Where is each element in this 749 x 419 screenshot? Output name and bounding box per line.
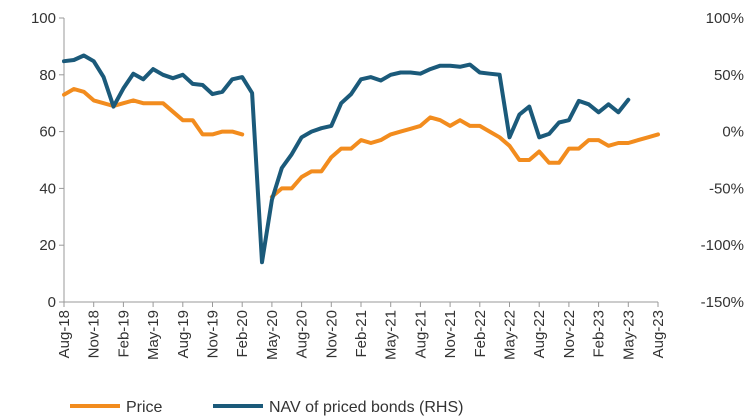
right-y-tick-label: -100%	[701, 237, 744, 254]
x-tick-label: Feb-21	[353, 310, 370, 358]
series-group	[62, 53, 660, 265]
x-tick-label: Feb-20	[234, 310, 251, 358]
x-tick-label: May-23	[620, 310, 637, 360]
x-tick-label: Aug-19	[175, 310, 192, 358]
x-tick-label: Nov-20	[323, 310, 340, 358]
left-y-axis-ticks: 0 20 40 60 80 100	[31, 10, 64, 311]
x-tick-label: Nov-22	[561, 310, 578, 358]
x-tick-label: Aug-23	[650, 310, 667, 358]
x-tick-label: Aug-20	[294, 310, 311, 358]
left-y-tick-label: 100	[31, 10, 56, 27]
x-tick-label: Feb-22	[472, 310, 489, 358]
left-y-tick-label: 80	[39, 67, 56, 84]
x-tick-label: Aug-22	[531, 310, 548, 358]
right-y-tick-label: -150%	[701, 294, 744, 311]
legend-label: NAV of priced bonds (RHS)	[269, 399, 463, 416]
right-y-tick-label: 0%	[722, 124, 744, 141]
legend: Price NAV of priced bonds (RHS)	[70, 399, 463, 416]
right-y-tick-label: 50%	[714, 67, 744, 84]
x-tick-label: Nov-18	[86, 310, 103, 358]
x-tick-label: May-20	[264, 310, 281, 360]
x-tick-label: May-19	[145, 310, 162, 360]
x-tick-label: May-22	[502, 310, 519, 360]
left-y-tick-label: 60	[39, 124, 56, 141]
left-y-tick-label: 0	[48, 294, 56, 311]
x-tick-label: Feb-19	[115, 310, 132, 358]
x-tick-label: Nov-19	[205, 310, 222, 358]
x-tick-label: May-21	[383, 310, 400, 360]
left-y-tick-label: 40	[39, 180, 56, 197]
x-tick-label: Aug-18	[56, 310, 73, 358]
x-tick-label: Nov-21	[442, 310, 459, 358]
chart-axes	[63, 18, 658, 303]
left-y-tick-label: 20	[39, 237, 56, 254]
x-axis-ticks: Aug-18 Nov-18 Feb-19 May-19 Aug-19 Nov-19 Feb-…	[56, 302, 667, 360]
x-tick-label: Aug-21	[412, 310, 429, 358]
x-tick-label: Feb-23	[591, 310, 608, 358]
series-line-nav	[62, 53, 631, 265]
right-y-tick-label: 100%	[706, 10, 744, 27]
right-y-axis-ticks: -150% -100% -50% 0% 50% 100%	[701, 10, 744, 311]
legend-label: Price	[126, 399, 163, 416]
series-line-price	[62, 87, 660, 199]
right-y-tick-label: -50%	[709, 180, 744, 197]
